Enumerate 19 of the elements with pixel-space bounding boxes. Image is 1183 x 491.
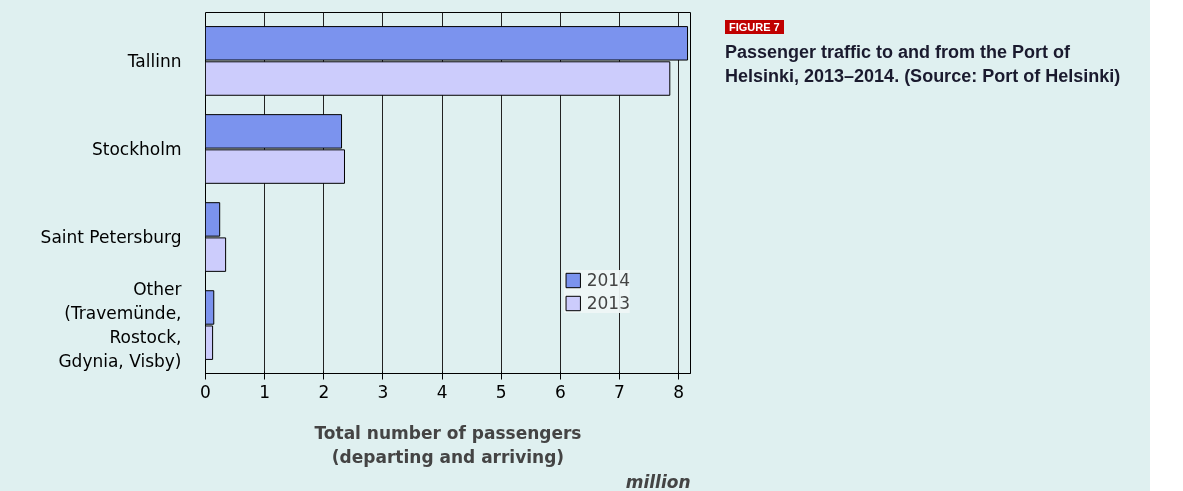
y-tick-label: Stockholm (91, 138, 182, 159)
y-tick-label: Saint Petersburg (40, 227, 182, 248)
x-tick-label: 8 (673, 381, 685, 402)
text: Passenger traffic to and from the Port of Helsinki, 2013–2014. (Source: Port of Helsinki) (725, 41, 1122, 89)
y-tick-label: Other (Travemünde, Rostock, Gdynia, Visby) (58, 279, 182, 372)
x-tick-label: 6 (554, 381, 566, 402)
legend-label: 2013 (586, 293, 630, 313)
x-axis-title: Total number of passengers (departing and arriving) (314, 422, 582, 467)
x-tick-label: 3 (377, 381, 389, 402)
x-tick-label: 2 (318, 381, 330, 402)
text: million (625, 471, 691, 491)
x-tick-label: 0 (200, 381, 211, 402)
y-tick-label: Tallinn (126, 50, 182, 71)
x-tick-label: 7 (614, 381, 625, 402)
legend-label: 2014 (586, 270, 630, 290)
x-tick-label: 5 (495, 381, 507, 402)
x-tick-label: 4 (436, 381, 448, 402)
text: FIGURE 7 (725, 20, 784, 34)
x-tick-label: 1 (259, 381, 271, 402)
